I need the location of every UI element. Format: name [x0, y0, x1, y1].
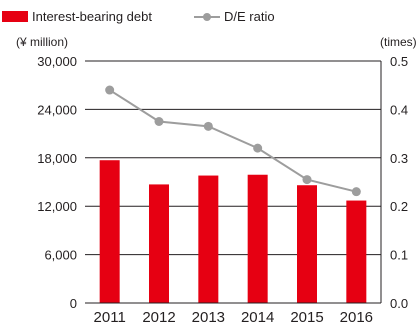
right-tick-label: 0.0: [390, 296, 408, 311]
right-axis-unit: (times): [380, 35, 417, 49]
x-tick-label: 2016: [340, 309, 373, 325]
left-tick-label: 6,000: [44, 248, 77, 263]
legend-marker-ratio: [203, 13, 211, 21]
line-series-de-ratio: [105, 85, 361, 197]
x-axis-ticks: 2011 2012 2013 2014 2015 2016: [94, 309, 373, 325]
x-tick-label: 2015: [290, 309, 323, 325]
left-tick-label: 30,000: [37, 54, 77, 69]
bar-2012: [149, 184, 169, 303]
bar-series-debt: [99, 160, 367, 303]
legend-swatch-debt: [2, 11, 28, 22]
ratio-point-2011: [105, 85, 115, 95]
gridlines: [85, 60, 381, 256]
legend-label-ratio: D/E ratio: [224, 9, 275, 24]
left-tick-label: 0: [70, 296, 77, 311]
ratio-point-2012: [154, 117, 164, 126]
x-tick-label: 2014: [241, 309, 274, 325]
left-axis-ticks: 30,000 24,000 18,000 12,000 6,000 0: [37, 54, 77, 311]
right-axis-ticks: 0.5 0.4 0.3 0.2 0.1 0.0: [390, 54, 408, 311]
right-tick-label: 0.2: [390, 199, 408, 214]
legend: Interest-bearing debt D/E ratio: [2, 9, 275, 24]
left-axis-unit: (¥ million): [16, 35, 68, 49]
bar-2015: [297, 185, 317, 303]
right-tick-label: 0.4: [390, 102, 408, 117]
bar-2011: [99, 160, 120, 303]
ratio-point-2016: [351, 187, 361, 197]
legend-label-debt: Interest-bearing debt: [32, 9, 152, 24]
ratio-point-2013: [203, 121, 213, 131]
left-tick-label: 18,000: [37, 151, 77, 166]
x-tick-label: 2013: [192, 309, 225, 325]
left-tick-label: 24,000: [37, 102, 77, 117]
bar-2016: [346, 200, 367, 303]
right-tick-label: 0.1: [390, 248, 408, 263]
ratio-line: [109, 89, 357, 193]
right-tick-label: 0.3: [390, 151, 408, 166]
left-tick-label: 12,000: [37, 199, 77, 214]
x-tick-label: 2011: [94, 309, 126, 325]
ratio-point-2015: [302, 175, 312, 185]
bar-2013: [198, 175, 219, 303]
x-tick-label: 2012: [142, 309, 175, 325]
bar-2014: [247, 174, 268, 303]
ratio-point-2014: [253, 143, 263, 153]
right-tick-label: 0.5: [390, 54, 408, 69]
